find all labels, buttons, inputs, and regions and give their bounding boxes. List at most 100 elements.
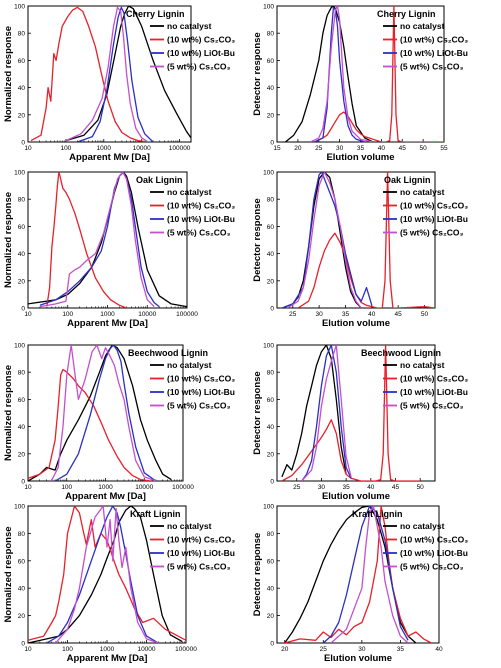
series-line-3 — [310, 6, 374, 142]
legend-label: (10 wt%) Cs₂CO₃ — [400, 374, 468, 384]
legend-label: (5 wt%) Cs₂CO₃ — [167, 562, 231, 572]
y-tick-label: 40 — [267, 586, 275, 593]
panel-title: Kraft Lignin — [352, 509, 403, 519]
series-line-2 — [301, 345, 352, 481]
series-line-2 — [77, 6, 154, 142]
series-group — [282, 172, 435, 308]
y-tick-label: 100 — [263, 504, 274, 511]
plot-frame — [27, 5, 192, 143]
panel-title: Kraft Lignin — [130, 509, 181, 519]
legend-label: (10 wt%) Cs₂CO₃ — [167, 201, 235, 211]
legend-label: (10 wt%) LiOt-Bu — [400, 214, 468, 224]
y-axis-label: Detector response — [252, 32, 263, 115]
x-tick-label: 25 — [293, 484, 301, 491]
legend-label: (10 wt%) Cs₂CO₃ — [167, 374, 235, 384]
legend: no catalyst (10 wt%) Cs₂CO₃ (10 wt%) LiOt-… — [150, 360, 235, 411]
x-tick-label: 25 — [320, 646, 328, 653]
series-line-1 — [46, 172, 127, 308]
x-tick-label: 35 — [342, 311, 350, 318]
panel-title: Oak Lignin — [136, 175, 183, 185]
x-tick-label: 40 — [368, 311, 376, 318]
x-tick-label: 30 — [336, 145, 344, 152]
y-tick-label: 80 — [267, 370, 275, 377]
panel-title: Cherry Lignin — [377, 9, 436, 19]
x-tick-label: 35 — [397, 646, 405, 653]
y-tick-label: 20 — [267, 613, 275, 620]
y-tick-label: 60 — [267, 224, 275, 231]
y-tick-label: 20 — [267, 112, 275, 119]
series-line-3 — [55, 506, 159, 643]
series-line-3 — [330, 506, 409, 643]
y-tick-label: 40 — [18, 424, 26, 431]
series-group — [284, 6, 444, 142]
x-axis-label: Apparent Mw [Da] — [67, 653, 148, 664]
x-tick-label: 40 — [378, 145, 386, 152]
y-axis-label: Normalized response — [3, 192, 14, 288]
series-group — [281, 345, 421, 481]
panel-title: Cherry Lignin — [126, 9, 185, 19]
y-tick-label: 80 — [18, 31, 26, 38]
y-tick-label: 40 — [18, 586, 26, 593]
legend-label: (10 wt%) LiOt-Bu — [400, 387, 468, 397]
x-tick-label: 15 — [273, 145, 281, 152]
y-tick-label: 100 — [14, 504, 25, 511]
x-tick-label: 100000 — [175, 646, 197, 653]
y-axis-label: Detector response — [252, 371, 263, 454]
series-line-1 — [30, 6, 149, 142]
legend-label: (10 wt%) Cs₂CO₃ — [167, 35, 235, 45]
series-line-0 — [65, 6, 191, 142]
y-tick-label: 40 — [18, 251, 26, 258]
chart-panel-kraft-mw: 0 20 40 60 80 100 10 100 1000 10000 100000 Kraft Li… — [3, 504, 235, 665]
series-line-0 — [282, 172, 362, 308]
y-axis-label: Normalized response — [3, 365, 14, 461]
series-group — [28, 172, 187, 308]
y-tick-label: 0 — [21, 140, 25, 147]
legend-label: (5 wt%) Cs₂CO₃ — [400, 401, 464, 411]
plot-frame — [276, 344, 436, 482]
x-tick-label: 10000 — [133, 145, 151, 152]
series-line-0 — [284, 6, 374, 142]
series-line-3 — [50, 345, 157, 481]
series-line-3 — [301, 345, 352, 481]
x-tick-label: 45 — [392, 484, 400, 491]
legend-label: no catalyst — [167, 521, 212, 531]
y-tick-label: 80 — [18, 197, 26, 204]
x-tick-label: 50 — [417, 484, 425, 491]
x-tick-label: 40 — [367, 484, 375, 491]
x-tick-label: 10000 — [138, 311, 156, 318]
x-tick-label: 1000 — [97, 145, 112, 152]
x-tick-label: 1000 — [100, 311, 115, 318]
x-tick-label: 100 — [62, 646, 73, 653]
x-tick-label: 100000 — [172, 484, 194, 491]
series-line-1 — [28, 368, 152, 481]
y-tick-label: 100 — [14, 170, 25, 177]
series-line-2 — [314, 6, 365, 142]
series-line-3 — [39, 172, 155, 308]
legend-label: no catalyst — [400, 360, 445, 370]
x-tick-label: 55 — [440, 145, 448, 152]
x-tick-label: 30 — [316, 311, 324, 318]
legend-label: (5 wt%) Cs₂CO₃ — [167, 62, 231, 72]
legend-label: (10 wt%) Cs₂CO₃ — [400, 35, 468, 45]
series-line-2 — [54, 345, 157, 481]
y-axis-label: Detector response — [252, 198, 263, 281]
series-line-1 — [314, 6, 444, 142]
y-tick-label: 20 — [18, 613, 26, 620]
panel-title: Oak Lignin — [384, 175, 431, 185]
series-group — [28, 345, 172, 481]
legend-label: (10 wt%) LiOt-Bu — [167, 548, 235, 558]
legend-label: (10 wt%) Cs₂CO₃ — [167, 535, 235, 545]
y-tick-label: 80 — [267, 531, 275, 538]
series-line-2 — [39, 172, 160, 308]
chart-panel-kraft-elution: 0 20 40 60 80 100 20 25 30 35 40 Kraft Lignin no cat… — [252, 504, 468, 665]
y-tick-label: 60 — [267, 397, 275, 404]
x-axis-label: Apparent Mw [Da] — [69, 152, 150, 163]
y-tick-label: 100 — [263, 170, 274, 177]
x-axis-label: Apparent Mw [Da] — [67, 318, 148, 329]
legend-label: (10 wt%) LiOt-Bu — [400, 548, 468, 558]
legend: no catalyst (10 wt%) Cs₂CO₃ (10 wt%) LiOt-… — [383, 21, 468, 72]
y-tick-label: 80 — [267, 31, 275, 38]
x-tick-label: 45 — [399, 145, 407, 152]
legend: no catalyst (10 wt%) Cs₂CO₃ (10 wt%) LiOt-… — [383, 521, 468, 572]
